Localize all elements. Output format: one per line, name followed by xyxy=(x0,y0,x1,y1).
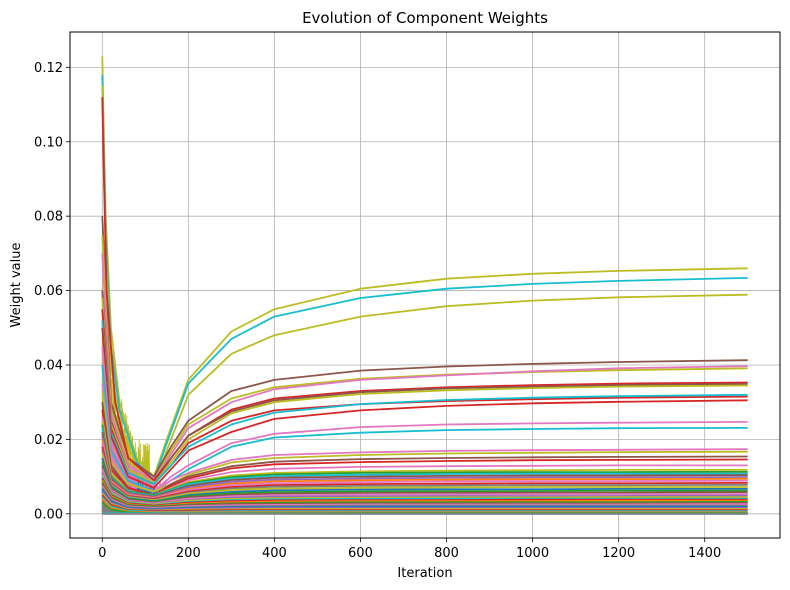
axis-ticks: 0 200 400 600 800 1000 1200 1400 0.00 0.02 0.04 0.0… xyxy=(34,61,721,561)
series-line xyxy=(101,364,748,493)
x-axis-label: Iteration xyxy=(397,566,452,581)
series-line xyxy=(101,390,748,493)
x-tick-label: 0 xyxy=(98,546,106,561)
y-tick-label: 0.06 xyxy=(34,284,63,299)
x-tick-label: 1400 xyxy=(688,546,721,561)
y-tick-label: 0.04 xyxy=(34,358,63,373)
x-tick-label: 1000 xyxy=(516,546,549,561)
x-tick-label: 600 xyxy=(348,546,373,561)
y-axis-label: Weight value xyxy=(9,243,24,328)
y-tick-label: 0.08 xyxy=(34,210,63,225)
series-lines xyxy=(101,56,748,515)
series-line xyxy=(101,297,748,486)
x-tick-label: 1200 xyxy=(602,546,635,561)
y-tick-label: 0.02 xyxy=(34,433,63,448)
y-tick-label: 0.00 xyxy=(34,507,63,522)
series-line xyxy=(101,409,748,497)
x-tick-label: 400 xyxy=(262,546,287,561)
plot-frame xyxy=(69,31,781,539)
y-tick-label: 0.12 xyxy=(34,61,63,76)
series-line xyxy=(101,327,748,489)
y-tick-label: 0.10 xyxy=(34,135,63,150)
series-line xyxy=(101,253,748,482)
series-line xyxy=(101,320,748,486)
chart-title: Evolution of Component Weights xyxy=(302,9,548,27)
x-tick-label: 800 xyxy=(434,546,459,561)
x-tick-label: 200 xyxy=(176,546,201,561)
